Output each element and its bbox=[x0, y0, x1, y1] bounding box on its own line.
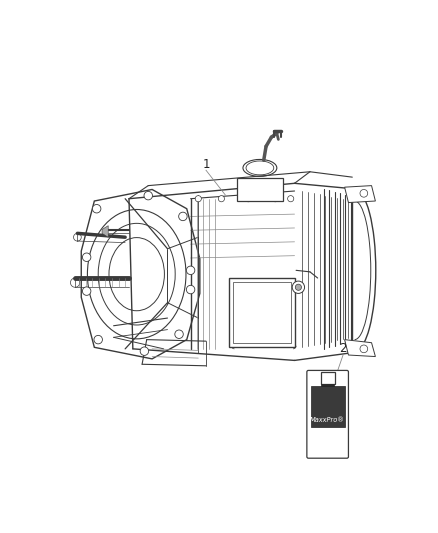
Bar bbox=[233, 282, 291, 343]
Circle shape bbox=[295, 284, 301, 290]
Circle shape bbox=[92, 205, 101, 213]
Circle shape bbox=[179, 212, 187, 221]
Text: 1: 1 bbox=[202, 158, 210, 171]
Text: 2: 2 bbox=[339, 342, 347, 356]
Bar bbox=[229, 278, 294, 348]
Circle shape bbox=[82, 287, 91, 295]
Circle shape bbox=[218, 196, 225, 202]
Text: MaxxPro®: MaxxPro® bbox=[310, 417, 345, 424]
Circle shape bbox=[186, 266, 195, 274]
FancyBboxPatch shape bbox=[307, 370, 349, 458]
Bar bbox=[321, 372, 335, 384]
Circle shape bbox=[140, 347, 148, 356]
Circle shape bbox=[186, 285, 195, 294]
Circle shape bbox=[292, 281, 304, 294]
Bar bbox=[321, 384, 334, 393]
Circle shape bbox=[175, 330, 183, 338]
Polygon shape bbox=[102, 225, 108, 237]
Polygon shape bbox=[345, 185, 375, 203]
Circle shape bbox=[360, 345, 367, 353]
Circle shape bbox=[245, 196, 251, 202]
Polygon shape bbox=[345, 340, 375, 357]
Circle shape bbox=[94, 335, 102, 344]
Circle shape bbox=[82, 253, 91, 262]
Circle shape bbox=[360, 189, 367, 197]
Bar bbox=[237, 178, 283, 201]
Polygon shape bbox=[81, 189, 200, 359]
Bar bbox=[311, 386, 345, 427]
Circle shape bbox=[195, 196, 201, 202]
Circle shape bbox=[272, 196, 279, 202]
Circle shape bbox=[288, 196, 294, 202]
Circle shape bbox=[144, 191, 152, 200]
